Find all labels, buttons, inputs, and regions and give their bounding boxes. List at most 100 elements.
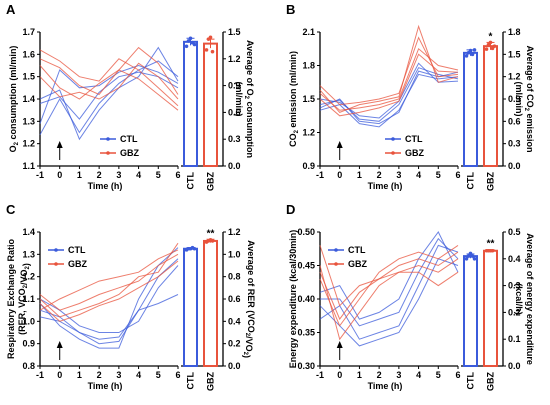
y-axis-title-left-line2: (RER, VCO2/VO2) xyxy=(17,263,31,335)
bar-point-gbz xyxy=(484,47,489,51)
bar-point-ctl xyxy=(186,39,191,43)
x-tick-label: 4 xyxy=(416,370,421,380)
y2-tick-label: 0.0 xyxy=(228,161,241,171)
legend-marker-gbz xyxy=(54,262,58,266)
x-tick-label: 4 xyxy=(136,170,141,180)
significance-marker: ** xyxy=(487,239,495,250)
bar-point-ctl xyxy=(464,257,469,261)
x-tick-label: 1 xyxy=(77,170,82,180)
x-tick-label: -1 xyxy=(316,170,324,180)
x-tick-label: 3 xyxy=(116,370,121,380)
y-axis-title-left: Energy expenditure (kcal/30min) xyxy=(288,230,298,369)
x-tick-label: 5 xyxy=(436,170,441,180)
series-line-gbz-3 xyxy=(39,62,179,100)
bar-point-ctl xyxy=(468,48,473,53)
y2-tick-label: 0.9 xyxy=(508,94,521,104)
x-tick-label: -1 xyxy=(36,370,44,380)
series-line-ctl-3 xyxy=(319,70,459,125)
y-tick-label: 0.40 xyxy=(297,294,315,304)
x-tick-label: 5 xyxy=(156,170,161,180)
panel-letter-D: D xyxy=(286,202,295,217)
series-line-ctl-3 xyxy=(39,294,179,345)
y2-tick-label: 0.3 xyxy=(508,281,521,291)
legend-marker-gbz xyxy=(334,262,338,266)
panel-C: C 0.8 0.9 1.0 1.1 1.2 1.3 1.4 -1 0 1 2 3 4 5 6 Time (h) R… xyxy=(6,202,256,391)
series-line-ctl-0 xyxy=(39,64,179,124)
y2-tick-label: 1.5 xyxy=(228,27,241,37)
legend-marker-ctl xyxy=(106,137,110,141)
y2-tick-label: 0.0 xyxy=(228,361,241,371)
panel-A: A 1.1 1.2 1.3 1.4 1.5 1.6 1.7 -1 0 1 2 3 4 5 6 Time (h) O… xyxy=(6,2,255,191)
y-tick-label: 0.9 xyxy=(302,161,315,171)
y-axis-title-right: Average of energy expenditure xyxy=(525,233,535,365)
bar-point-gbz xyxy=(204,48,209,52)
bar-ctl xyxy=(463,51,478,167)
x-axis-title: Time (h) xyxy=(88,381,123,391)
series-line-gbz-0 xyxy=(39,253,179,311)
y-axis-title-right: Average of RER (VCO2/VO2) xyxy=(242,240,256,358)
y-axis-title-left: CO2 emission (ml/min) xyxy=(288,51,300,147)
bar-point-ctl xyxy=(464,54,469,58)
series-line-ctl-1 xyxy=(319,258,459,347)
series-line-gbz-0 xyxy=(319,36,459,106)
x-tick-label: 0 xyxy=(337,170,342,180)
x-axis-title: Time (h) xyxy=(368,381,403,391)
x-tick-label: 1 xyxy=(357,170,362,180)
y-tick-label: 1.2 xyxy=(22,272,35,282)
bar-ctl xyxy=(183,40,198,167)
y-tick-label: 1.1 xyxy=(22,294,35,304)
y2-tick-label: 0.3 xyxy=(228,134,241,144)
series-line-gbz-0 xyxy=(39,49,179,107)
y2-tick-label: 1.8 xyxy=(508,27,521,37)
x-tick-label: 2 xyxy=(377,170,382,180)
x-tick-label: 0 xyxy=(337,370,342,380)
x-axis-title: Time (h) xyxy=(88,181,123,191)
series-line-gbz-0 xyxy=(319,245,459,307)
y-axis-title-right: Average of CO2 emission xyxy=(523,45,535,152)
y-tick-label: 0.30 xyxy=(297,361,315,371)
x-tick-label: 2 xyxy=(97,170,102,180)
legend-marker-gbz xyxy=(391,151,395,155)
injection-arrow-head xyxy=(56,141,63,148)
series-line-gbz-2 xyxy=(319,24,459,113)
x-tick-label: 2 xyxy=(377,370,382,380)
legend-marker-gbz xyxy=(106,151,110,155)
y2-tick-label: 0.4 xyxy=(508,254,521,264)
bar-point-ctl xyxy=(470,52,475,57)
x-tick-label: 6 xyxy=(175,370,180,380)
y2-tick-label: 0.1 xyxy=(508,334,521,344)
series-line-gbz-2 xyxy=(319,265,459,341)
bar-category-label-gbz: GBZ xyxy=(206,372,216,392)
bar-point-ctl xyxy=(184,44,189,49)
y-tick-label: 1.2 xyxy=(22,139,35,149)
x-tick-label: 0 xyxy=(57,370,62,380)
x-tick-label: 6 xyxy=(455,370,460,380)
legend-label-ctl: CTL xyxy=(68,245,86,255)
bar-point-ctl xyxy=(192,246,197,251)
bar-point-ctl xyxy=(466,254,471,258)
significance-marker: * xyxy=(489,31,493,42)
x-tick-label: 5 xyxy=(436,370,441,380)
x-tick-label: 6 xyxy=(175,170,180,180)
x-tick-label: 3 xyxy=(396,170,401,180)
y-tick-label: 1.3 xyxy=(22,249,35,259)
legend-marker-ctl xyxy=(334,248,338,252)
y-tick-label: 0.8 xyxy=(22,361,35,371)
x-tick-label: 1 xyxy=(357,370,362,380)
legend-label-gbz: GBZ xyxy=(348,259,368,269)
bar-category-label-ctl: CTL xyxy=(466,172,476,190)
series-line-gbz-3 xyxy=(39,260,179,322)
series-line-gbz-2 xyxy=(39,46,179,96)
legend-marker-ctl xyxy=(391,137,395,141)
series-line-ctl-3 xyxy=(39,46,179,141)
panel-letter-B: B xyxy=(286,2,295,17)
y-axis-title-right-line2: (ml/min) xyxy=(514,82,524,117)
panel-D: D 0.30 0.35 0.40 0.45 0.50 -1 0 1 2 3 4 5 6 Time (h) En… xyxy=(286,202,535,391)
y2-tick-label: 0.4 xyxy=(228,316,241,326)
series-line-ctl-2 xyxy=(320,237,459,327)
y2-tick-label: 0.0 xyxy=(508,161,521,171)
y2-tick-label: 0.6 xyxy=(228,107,241,117)
y-tick-label: 1.4 xyxy=(22,227,35,237)
series-line-ctl-3 xyxy=(319,231,459,320)
y-tick-label: 1.2 xyxy=(302,128,315,138)
